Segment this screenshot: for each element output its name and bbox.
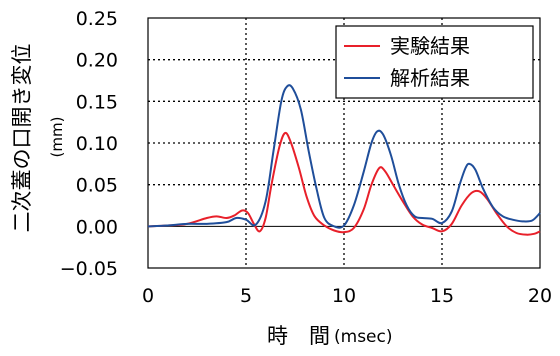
x-tick-label: 0 (142, 285, 154, 307)
x-axis-label: 時 間 (267, 324, 330, 348)
series-layer (147, 84, 541, 236)
y-tick-label: −0.05 (60, 258, 118, 280)
legend-label-analysis: 解析結果 (390, 66, 470, 90)
x-tick-label: 15 (430, 285, 454, 307)
y-tick-label: 0.00 (76, 216, 118, 238)
y-tick-label: 0.20 (76, 50, 118, 72)
series-line-1 (147, 84, 541, 229)
x-tick-labels: 0 5 10 15 20 (142, 285, 552, 307)
y-tick-label: 0.15 (76, 91, 118, 113)
x-tick-label: 20 (528, 285, 552, 307)
x-tick-label: 10 (332, 285, 356, 307)
legend-label-experiment: 実験結果 (390, 34, 470, 58)
series-line-0 (147, 131, 541, 236)
y-tick-label: 0.10 (76, 133, 118, 155)
y-tick-label: 0.05 (76, 175, 118, 197)
y-axis-unit: (mm) (48, 117, 66, 158)
legend-box (335, 25, 534, 99)
x-axis-unit: (msec) (334, 327, 393, 347)
y-tick-label: 0.25 (76, 8, 118, 30)
plot-frame (147, 17, 541, 269)
y-tick-labels: 0.25 0.20 0.15 0.10 0.05 0.00 −0.05 (60, 8, 118, 280)
legend: 実験結果 解析結果 (335, 25, 534, 99)
x-tick-label: 5 (240, 285, 252, 307)
y-axis-label: 二次蓋の口開き変位 (10, 44, 34, 233)
